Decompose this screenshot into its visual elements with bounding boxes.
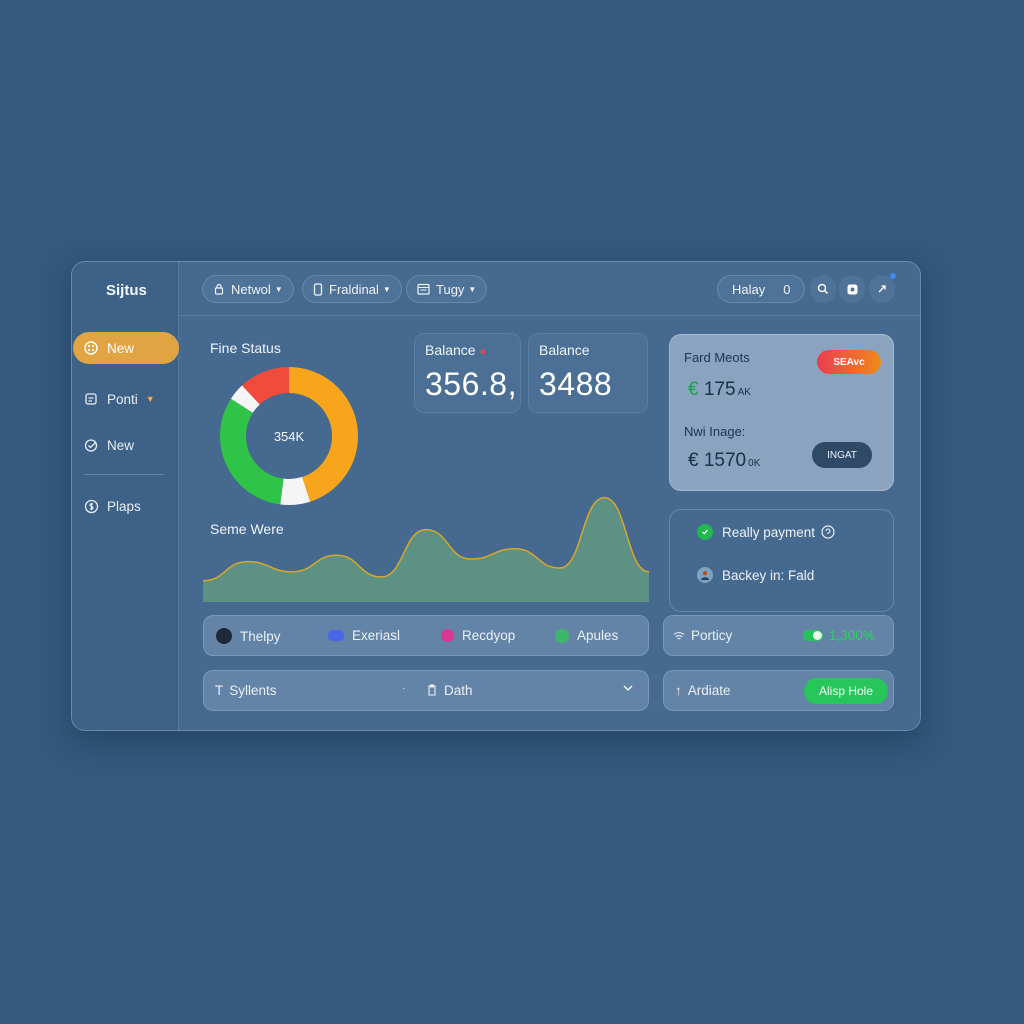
sidebar-item-plaps[interactable]: Plaps (83, 490, 141, 522)
filter-label: Fraldinal (329, 281, 379, 297)
balance-card-2: Balance 3488 (528, 333, 648, 413)
bottom-selects: T Syllents · Dath (203, 670, 649, 711)
donut-title: Fine Status (210, 340, 281, 356)
chevron-down-icon: ▼ (382, 284, 391, 294)
balance-label: Balance (539, 342, 590, 358)
donut-segment (220, 367, 358, 505)
text-icon: T (215, 683, 224, 698)
brand-title: Sijtus (106, 282, 147, 299)
expand-icon (876, 283, 888, 295)
document-icon (83, 391, 99, 407)
user-count: 0 (783, 281, 791, 297)
portfolio-bar: Porticy 1,300% (663, 615, 894, 656)
save-badge[interactable]: SEAvc (817, 350, 881, 374)
legend-swatch (328, 630, 344, 641)
filter-network[interactable]: Netwol ▼ (202, 275, 294, 303)
dot-separator: · (402, 683, 406, 694)
donut-segment (220, 367, 358, 505)
select-dath[interactable]: Dath (426, 683, 473, 698)
wifi-icon (673, 631, 685, 641)
sidebar-item-label: Ponti (107, 391, 138, 407)
select-syllents[interactable]: T Syllents (215, 683, 277, 698)
legend-bar: Thelpy Exeriasl Recdyop Apules (203, 615, 649, 656)
legend-item-thelpy[interactable]: Thelpy (216, 628, 281, 644)
filter-label: Netwol (231, 281, 271, 297)
calendar-icon (417, 283, 430, 295)
check-circle-icon (83, 437, 99, 453)
info-icon (821, 525, 835, 539)
ingat-button[interactable]: INGAT (812, 442, 872, 468)
donut-center-value: 354K (274, 429, 305, 444)
activity-list: Really payment Backey in: Fald (669, 509, 894, 612)
sidebar: Sijtus New Ponti ▼ New Plaps (72, 262, 179, 730)
status-donut-chart: 354K (220, 367, 358, 505)
legend-item-apules[interactable]: Apules (555, 628, 618, 643)
area-fill (203, 497, 649, 602)
user-name: Halay (732, 281, 766, 297)
donut-segment (220, 367, 358, 505)
sidebar-item-label: New (107, 340, 135, 356)
summary-amount-2: € 1570 0K (688, 450, 761, 471)
portfolio-label: Porticy (673, 628, 732, 643)
alert-dot: ● (479, 346, 487, 358)
check-icon (697, 524, 713, 540)
filter-tugy[interactable]: Tugy ▼ (406, 275, 488, 303)
arrow-up-icon: ↑ (675, 683, 682, 698)
expand-button[interactable] (869, 273, 896, 303)
lock-icon (213, 283, 225, 295)
search-button[interactable] (810, 275, 836, 303)
list-item[interactable]: Backey in: Fald (697, 567, 814, 583)
legend-swatch (441, 629, 454, 642)
grid-icon (83, 340, 99, 356)
legend-item-exeriasl[interactable]: Exeriasl (328, 628, 400, 643)
summary-subtitle: Nwi Inage: (684, 424, 746, 439)
area-line (203, 496, 649, 582)
filter-fraldinal[interactable]: Fraldinal ▼ (302, 275, 402, 303)
chevron-down-icon[interactable] (622, 682, 634, 694)
balance-label: Balance ● (425, 342, 487, 358)
dollar-circle-icon (83, 498, 99, 514)
alisp-hole-button[interactable]: Alisp Hole (804, 678, 888, 704)
phone-icon (313, 282, 323, 296)
user-menu[interactable]: Halay 0 (717, 275, 806, 303)
search-icon (817, 283, 829, 295)
sidebar-item-ponti[interactable]: Ponti ▼ (83, 383, 155, 415)
filter-label: Tugy (436, 281, 465, 297)
balance-value: 356.8, (425, 366, 517, 402)
chevron-down-icon: ▼ (274, 284, 283, 294)
avatar-icon (697, 567, 713, 583)
balance-card-1: Balance ● 356.8, (414, 333, 521, 413)
summary-amount-1: € 175 AK (688, 379, 751, 400)
portfolio-value: 1,300% (829, 628, 875, 643)
share-icon (846, 283, 859, 296)
caret-down-icon: ▼ (145, 394, 155, 404)
euro-icon: € (688, 450, 699, 471)
summary-card: Fard Meots SEAvc € 175 AK Nwi Inage: € 15… (669, 334, 894, 491)
summary-title: Fard Meots (684, 350, 750, 365)
area-chart-title: Seme Were (210, 521, 284, 537)
balance-value: 3488 (539, 366, 613, 402)
toggle-switch[interactable] (803, 630, 823, 641)
euro-icon: € (688, 379, 699, 400)
list-item[interactable]: Really payment (697, 524, 835, 540)
dashboard-window: Sijtus New Ponti ▼ New Plaps (71, 261, 921, 731)
ardiate-label: ↑ Ardiate (675, 683, 731, 698)
portfolio-toggle[interactable]: 1,300% (803, 628, 875, 643)
sidebar-item-label: New (107, 437, 135, 453)
sidebar-item-new-2[interactable]: New (83, 429, 134, 461)
clipboard-icon (426, 684, 438, 697)
share-button[interactable] (839, 275, 865, 303)
top-toolbar: Netwol ▼ Fraldinal ▼ Tugy ▼ Halay 0 (179, 262, 920, 316)
spotify-icon (216, 628, 232, 644)
legend-item-recdyop[interactable]: Recdyop (441, 628, 515, 643)
sidebar-item-label: Plaps (107, 498, 141, 514)
area-chart (203, 496, 649, 602)
notification-dot (890, 273, 896, 279)
sidebar-item-new[interactable]: New (73, 332, 179, 364)
sidebar-divider (84, 474, 164, 475)
legend-swatch (555, 628, 569, 643)
chevron-down-icon: ▼ (468, 284, 477, 294)
action-bar: ↑ Ardiate Alisp Hole (663, 670, 894, 711)
